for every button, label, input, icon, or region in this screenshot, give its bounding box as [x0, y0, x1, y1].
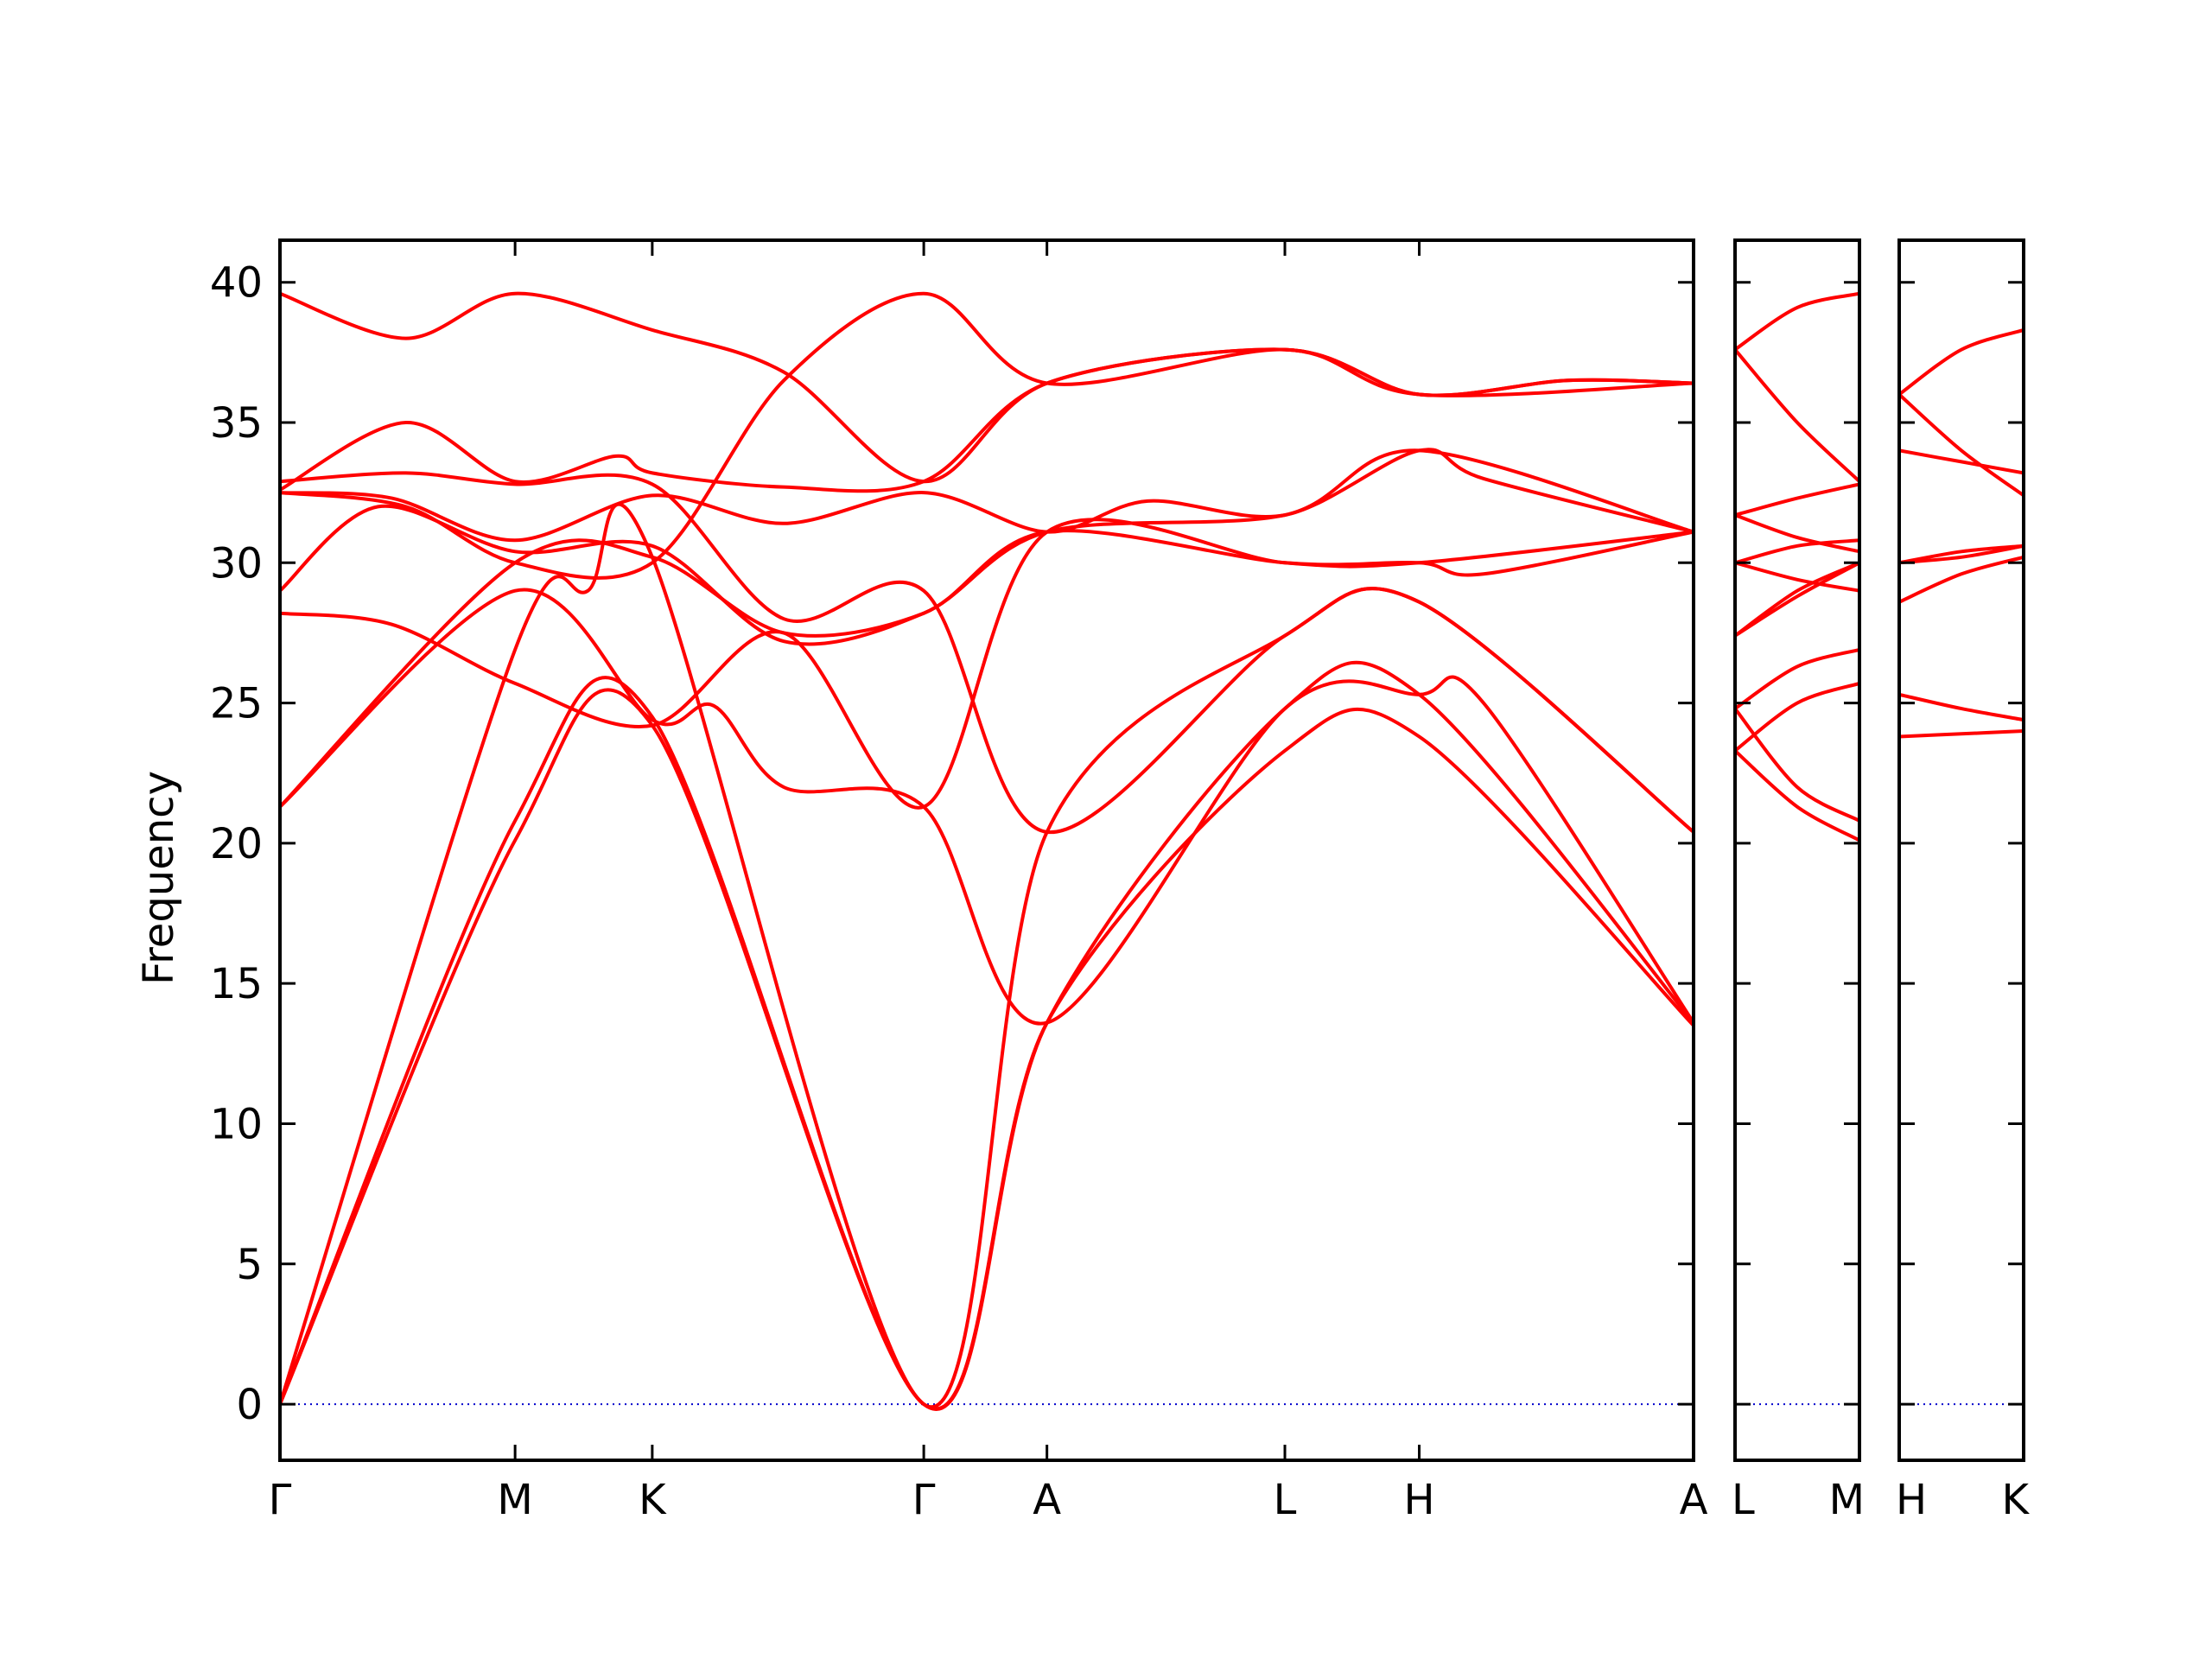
phonon-band-7: [1899, 392, 2024, 498]
bands-group: [280, 291, 1694, 1411]
y-tick-label: 15: [210, 960, 263, 1008]
y-tick-label: 0: [236, 1381, 263, 1429]
x-tick-label: Γ: [912, 1476, 936, 1524]
x-tick-label: A: [1680, 1476, 1708, 1524]
y-axis-title-group: Frequency: [135, 771, 183, 985]
x-tick-label: A: [1033, 1476, 1061, 1524]
phonon-band-2: [1899, 692, 2024, 722]
phonon-band-6: [280, 518, 1694, 810]
phonon-band-4: [280, 588, 1694, 1026]
phonon-band-11: [1735, 347, 1859, 484]
phonon-band-8: [1735, 538, 1859, 565]
phonon-band-7: [1735, 561, 1859, 593]
phonon-band-10: [280, 347, 1694, 493]
phonon-band-1: [1899, 729, 2024, 739]
y-axis-title: Frequency: [135, 771, 183, 985]
phonon-band-5: [1899, 543, 2024, 565]
phonon-band-8: [280, 448, 1694, 543]
phonon-band-6: [1735, 561, 1859, 638]
bands-group: [1735, 291, 1859, 842]
phonon-band-1: [280, 688, 1694, 1411]
phonon-band-1: [1735, 748, 1859, 842]
x-tick-label: K: [2002, 1476, 2031, 1524]
phonon-band-12: [280, 291, 1694, 580]
x-tick-label: M: [497, 1476, 532, 1524]
phonon-band-12: [1735, 291, 1859, 352]
phonon-band-8: [1899, 327, 2024, 397]
phonon-band-10: [1735, 482, 1859, 518]
y-tick-label: 25: [210, 680, 263, 728]
phonon-band-2: [280, 660, 1694, 1411]
x-tick-label: H: [1896, 1476, 1927, 1524]
panel-main: Γ M K Γ A L H A 0 5 10 15 20 25 30 35 40: [210, 238, 1708, 1524]
x-tick-label: H: [1403, 1476, 1434, 1524]
x-tick-label: Γ: [269, 1476, 292, 1524]
panel-frame: [1733, 238, 1861, 1462]
phonon-band-11: [280, 291, 1694, 484]
phonon-band-2: [1735, 707, 1859, 823]
y-tick-label: 35: [210, 399, 263, 448]
panel-frame: [1897, 238, 2025, 1462]
x-tick-label: M: [1829, 1476, 1865, 1524]
y-tick-label: 20: [210, 820, 263, 868]
phonon-band-9: [1735, 513, 1859, 554]
y-tick-label: 10: [210, 1100, 263, 1148]
phonon-band-4: [1735, 647, 1859, 711]
phonon-band-3: [1735, 681, 1859, 753]
phonon-band-3: [1899, 555, 2024, 604]
panel-frame: [278, 238, 1695, 1462]
phonon-band-7: [280, 448, 1694, 646]
phonon-band-9: [280, 471, 1694, 834]
y-tick-label: 5: [236, 1241, 263, 1289]
x-tick-label: L: [1274, 1476, 1297, 1524]
y-tick-label: 40: [210, 259, 263, 308]
x-tick-label: K: [639, 1476, 667, 1524]
x-tick-label: L: [1732, 1476, 1755, 1524]
phonon-band-6: [1899, 448, 2024, 475]
bands-group: [1899, 327, 2024, 739]
phonon-band-5: [280, 529, 1694, 809]
y-tick-label: 30: [210, 539, 263, 588]
